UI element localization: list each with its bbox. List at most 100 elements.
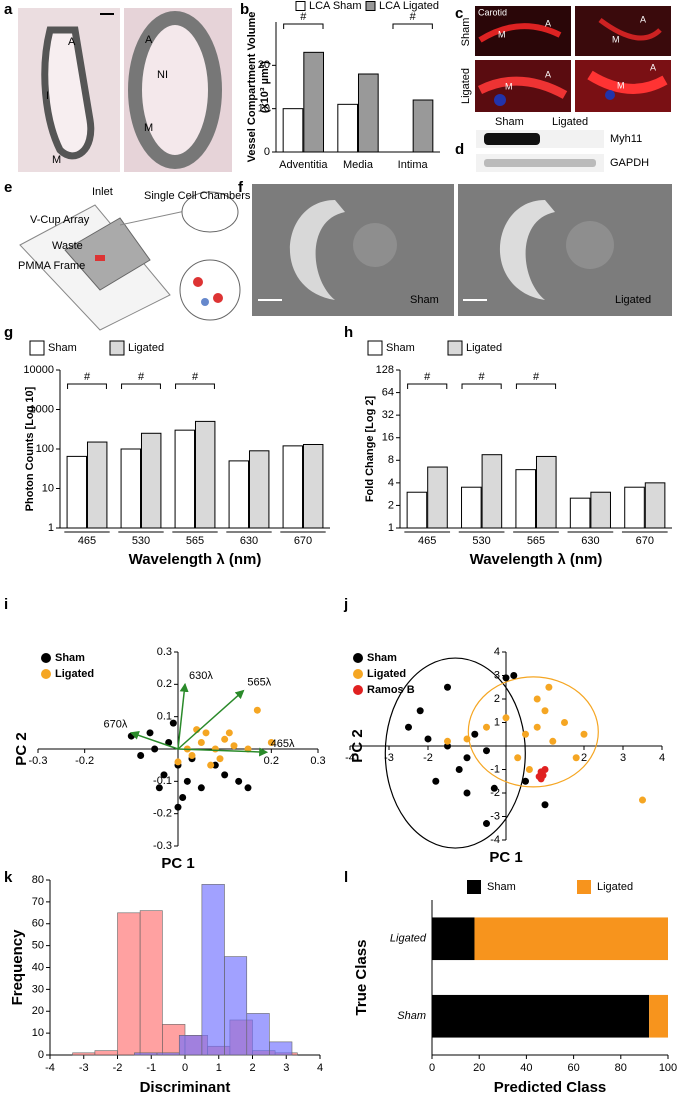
significance-bracket <box>461 383 502 389</box>
significance-label: # <box>138 371 145 383</box>
tile-label: M <box>612 34 620 44</box>
point <box>541 801 549 809</box>
panel-label: f <box>238 179 244 196</box>
bar-segment <box>649 994 668 1038</box>
significance-label: # <box>192 371 199 383</box>
bar <box>248 450 270 529</box>
point <box>183 777 191 785</box>
device-label: V-Cup Array <box>30 214 90 226</box>
x-axis-label: Discriminant <box>140 1079 231 1096</box>
panel-label: k <box>4 869 13 886</box>
point <box>235 777 243 785</box>
y-tick-label: -0.1 <box>153 775 172 787</box>
x-tick-label: -2 <box>423 752 433 764</box>
bar <box>174 429 196 529</box>
loading-label: 670λ <box>103 719 127 731</box>
point <box>514 754 522 762</box>
row-label: Sham <box>460 18 472 47</box>
device-label: Single Cell Chambers <box>144 190 251 202</box>
loading-arrow <box>129 731 179 750</box>
point <box>137 751 145 759</box>
y-tick-label: 30 <box>32 983 44 995</box>
significance-bracket <box>175 383 215 389</box>
tile-label: A <box>545 18 551 28</box>
bar <box>228 460 250 529</box>
point <box>221 735 229 743</box>
x-tick-label: 4 <box>659 752 665 764</box>
point <box>537 775 545 783</box>
row-label: GAPDH <box>610 157 649 169</box>
point <box>549 737 557 745</box>
legend-marker <box>353 685 363 695</box>
point <box>405 723 412 731</box>
loading-arrow <box>177 682 189 750</box>
point <box>502 674 510 682</box>
significance-bracket <box>515 383 557 389</box>
bar <box>515 469 537 529</box>
significance-bracket <box>283 23 324 29</box>
point <box>483 820 490 828</box>
loading-label: 630λ <box>189 670 213 682</box>
panel-label: j <box>343 596 348 613</box>
y-tick-label: 0.2 <box>157 678 172 690</box>
point <box>211 745 219 753</box>
tile-label: A <box>650 62 656 72</box>
panel-labels: a b c d e f g h i j k l <box>4 1 464 886</box>
legend-marker <box>41 669 51 679</box>
y-tick-label: 8 <box>388 454 394 466</box>
legend-label: Sham <box>48 342 77 354</box>
y-tick-label: 64 <box>382 386 394 398</box>
legend-label: LCA Ligated <box>379 0 439 12</box>
significance-label: # <box>424 371 431 383</box>
x-tick-label: 0 <box>182 1062 188 1074</box>
region-label: A <box>145 34 153 46</box>
histogram-bar <box>269 1041 293 1056</box>
device-label: PMMA Frame <box>18 260 85 272</box>
tile-label: M <box>617 80 625 90</box>
legend-label: Sham <box>386 342 415 354</box>
point <box>188 751 196 759</box>
x-tick-label: -4 <box>45 1062 55 1074</box>
x-axis-label: Wavelength λ (nm) <box>129 551 262 568</box>
y-tick-label: 10 <box>258 103 270 115</box>
point <box>221 771 229 779</box>
column-label: Ligated <box>552 116 588 128</box>
legend-label: Ligated <box>55 668 94 680</box>
legend-label: Ligated <box>597 881 633 893</box>
legend-swatch <box>467 880 481 894</box>
point <box>525 766 533 773</box>
bar <box>412 99 434 153</box>
x-tick-label: 3 <box>283 1062 289 1074</box>
legend-marker <box>353 653 363 663</box>
y-tick-label: 80 <box>32 874 44 886</box>
point <box>483 747 490 755</box>
x-tick-label: 1 <box>216 1062 222 1074</box>
point <box>244 784 252 792</box>
stain-title: Carotid <box>478 7 507 17</box>
point <box>455 766 463 773</box>
point <box>216 755 224 763</box>
y-tick-label: -0.2 <box>153 808 172 820</box>
y-tick-label: 4 <box>388 477 394 489</box>
y-tick-label: -3 <box>490 810 500 822</box>
bar <box>140 432 162 529</box>
region-label: I <box>46 90 49 102</box>
tile-label: A <box>640 14 646 24</box>
point <box>483 723 490 731</box>
immunostain: Carotid Sham Ligated M A M A M A M A <box>460 6 671 112</box>
point <box>432 777 440 785</box>
point <box>541 707 549 715</box>
panel-label: l <box>344 869 348 886</box>
point <box>174 758 182 766</box>
point <box>522 730 529 738</box>
point <box>463 789 471 797</box>
y-tick-label: -0.3 <box>153 840 172 852</box>
bar <box>590 491 611 529</box>
y-tick-label: 10 <box>42 482 54 494</box>
x-tick-label: -3 <box>79 1062 89 1074</box>
significance-label: # <box>410 11 417 23</box>
bar <box>282 445 304 529</box>
point <box>207 761 215 769</box>
x-tick-label: 530 <box>132 535 150 547</box>
point <box>561 719 568 726</box>
